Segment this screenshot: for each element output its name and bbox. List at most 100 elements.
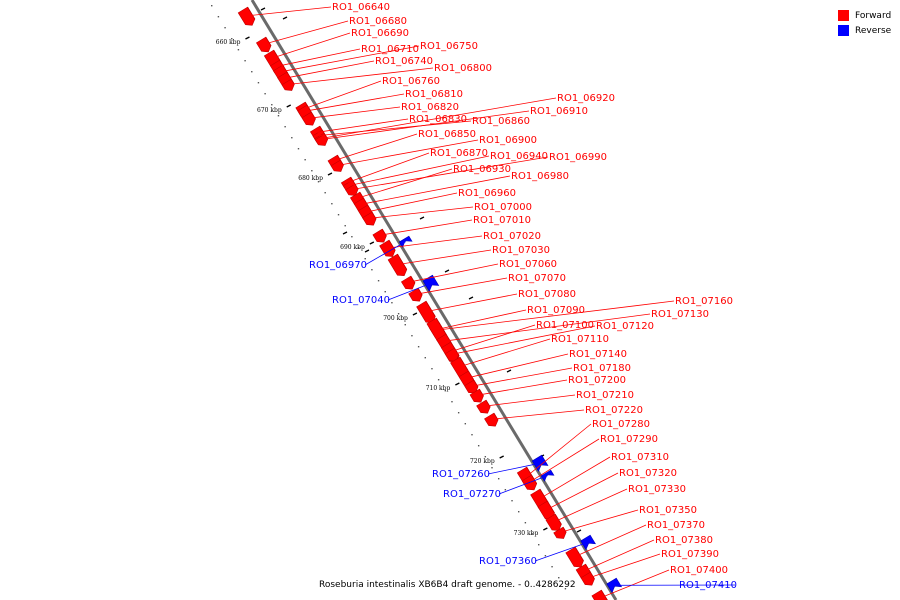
scale-dot <box>424 357 426 359</box>
gene-label-ro1_07270[interactable]: RO1_07270 <box>443 489 501 500</box>
gene-label-ro1_07060[interactable]: RO1_07060 <box>499 259 557 270</box>
gene-label-ro1_07280[interactable]: RO1_07280 <box>592 419 650 430</box>
scale-dot <box>317 181 320 183</box>
gene-label-ro1_07120[interactable]: RO1_07120 <box>596 321 654 332</box>
label-leader <box>304 93 405 112</box>
gene-label-ro1_07310[interactable]: RO1_07310 <box>611 452 669 463</box>
gene-label-ro1_06940[interactable]: RO1_06940 <box>490 151 548 162</box>
gene-label-ro1_07000[interactable]: RO1_07000 <box>474 202 532 213</box>
gene-edge <box>541 475 545 482</box>
gene-label-ro1_07290[interactable]: RO1_07290 <box>600 434 658 445</box>
label-leader <box>471 367 573 387</box>
tick-mark <box>499 455 504 459</box>
gene-edge <box>574 546 584 561</box>
gene-feature-ro1_07070[interactable] <box>408 287 423 302</box>
gene-label-ro1_07140[interactable]: RO1_07140 <box>569 349 627 360</box>
gene-feature-ro1_07220[interactable] <box>484 412 499 427</box>
gene-feature-ro1_07010[interactable] <box>372 228 387 243</box>
gene-label-ro1_07200[interactable]: RO1_07200 <box>568 375 626 386</box>
gene-edge <box>286 71 292 80</box>
gene-edge <box>337 154 341 161</box>
tick-mark <box>543 527 548 531</box>
scale-dot <box>384 291 386 293</box>
gene-label-ro1_07040[interactable]: RO1_07040 <box>332 295 390 306</box>
label-leader <box>365 192 458 213</box>
gene-label-ro1_07220[interactable]: RO1_07220 <box>585 405 643 416</box>
gene-edge <box>531 460 539 472</box>
gene-label-ro1_07130[interactable]: RO1_07130 <box>651 309 709 320</box>
label-leader <box>349 155 490 186</box>
gene-label-ro1_07370[interactable]: RO1_07370 <box>647 520 705 531</box>
gene-label-ro1_07360[interactable]: RO1_07360 <box>479 556 537 567</box>
gene-label-ro1_06710[interactable]: RO1_06710 <box>361 44 419 55</box>
feature-marker <box>282 16 288 20</box>
gene-label-ro1_06980[interactable]: RO1_06980 <box>511 171 569 182</box>
gene-label-ro1_06850[interactable]: RO1_06850 <box>418 129 476 140</box>
scale-dot <box>264 93 266 95</box>
gene-label-ro1_07080[interactable]: RO1_07080 <box>518 289 576 300</box>
gene-feature-ro1_06680[interactable] <box>255 36 272 53</box>
gene-edge <box>290 78 295 85</box>
gene-label-ro1_06810[interactable]: RO1_06810 <box>405 89 463 100</box>
gene-label-ro1_07260[interactable]: RO1_07260 <box>432 469 490 480</box>
scale-dot <box>484 456 487 458</box>
gene-edge <box>425 300 436 317</box>
gene-label-ro1_07390[interactable]: RO1_07390 <box>661 549 719 560</box>
tick-mark <box>286 104 292 108</box>
label-leader <box>319 120 472 136</box>
gene-feature-ro1_07020[interactable] <box>379 239 396 257</box>
legend: Forward Reverse <box>838 8 900 38</box>
gene-label-ro1_07320[interactable]: RO1_07320 <box>619 468 677 479</box>
gene-label-ro1_06690[interactable]: RO1_06690 <box>351 28 409 39</box>
legend-label-reverse: Reverse <box>855 25 892 36</box>
gene-label-ro1_06680[interactable]: RO1_06680 <box>349 16 407 27</box>
gene-label-ro1_06990[interactable]: RO1_06990 <box>549 152 607 163</box>
label-leader <box>321 110 530 140</box>
scale-dot <box>444 390 446 392</box>
gene-label-ro1_07160[interactable]: RO1_07160 <box>675 296 733 307</box>
gene-label-ro1_07380[interactable]: RO1_07380 <box>655 535 713 546</box>
gene-label-ro1_07100[interactable]: RO1_07100 <box>536 320 594 331</box>
gene-label-ro1_07330[interactable]: RO1_07330 <box>628 484 686 495</box>
gene-label-ro1_07070[interactable]: RO1_07070 <box>508 273 566 284</box>
gene-label-ro1_07410[interactable]: RO1_07410 <box>679 580 737 591</box>
gene-label-ro1_07350[interactable]: RO1_07350 <box>639 505 697 516</box>
genome-title: Roseburia intestinalis XB6B4 draft genom… <box>319 580 576 590</box>
gene-edge <box>359 191 365 200</box>
gene-label-ro1_06960[interactable]: RO1_06960 <box>458 188 516 199</box>
gene-feature-ro1_07060[interactable] <box>400 275 416 290</box>
gene-label-ro1_06870[interactable]: RO1_06870 <box>430 148 488 159</box>
gene-label-ro1_07020[interactable]: RO1_07020 <box>483 231 541 242</box>
scale-dot <box>464 423 467 425</box>
label-leader <box>437 300 675 331</box>
gene-label-ro1_06830[interactable]: RO1_06830 <box>409 114 467 125</box>
gene-label-ro1_06820[interactable]: RO1_06820 <box>401 102 459 113</box>
gene-label-ro1_06920[interactable]: RO1_06920 <box>557 93 615 104</box>
gene-label-ro1_07010[interactable]: RO1_07010 <box>473 215 531 226</box>
gene-label-ro1_06910[interactable]: RO1_06910 <box>530 106 588 117</box>
gene-label-ro1_06800[interactable]: RO1_06800 <box>434 63 492 74</box>
gene-label-ro1_07210[interactable]: RO1_07210 <box>576 390 634 401</box>
gene-label-ro1_07030[interactable]: RO1_07030 <box>492 245 550 256</box>
tick-label: 680 kbp <box>298 175 323 182</box>
gene-label-ro1_06970[interactable]: RO1_06970 <box>309 260 367 271</box>
gene-feature-ro1_07400[interactable] <box>591 589 608 600</box>
gene-label-ro1_06640[interactable]: RO1_06640 <box>332 2 390 13</box>
gene-label-ro1_06900[interactable]: RO1_06900 <box>479 135 537 146</box>
gene-label-ro1_07400[interactable]: RO1_07400 <box>670 565 728 576</box>
gene-label-ro1_07110[interactable]: RO1_07110 <box>551 334 609 345</box>
label-leader <box>466 353 569 379</box>
gene-label-ro1_07090[interactable]: RO1_07090 <box>527 305 585 316</box>
tick-label: 720 kbp <box>470 458 495 465</box>
gene-label-ro1_06930[interactable]: RO1_06930 <box>453 164 511 175</box>
gene-label-ro1_06760[interactable]: RO1_06760 <box>382 76 440 87</box>
gene-label-ro1_06750[interactable]: RO1_06750 <box>420 41 478 52</box>
gene-edge <box>590 571 595 580</box>
gene-label-ro1_06860[interactable]: RO1_06860 <box>472 116 530 127</box>
label-leader <box>397 249 492 265</box>
gene-label-ro1_06740[interactable]: RO1_06740 <box>375 56 433 67</box>
label-leader <box>483 394 576 407</box>
gene-label-ro1_07180[interactable]: RO1_07180 <box>573 363 631 374</box>
label-leader <box>534 541 589 562</box>
